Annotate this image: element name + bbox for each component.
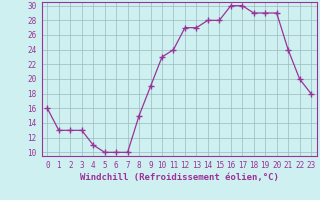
X-axis label: Windchill (Refroidissement éolien,°C): Windchill (Refroidissement éolien,°C) <box>80 173 279 182</box>
